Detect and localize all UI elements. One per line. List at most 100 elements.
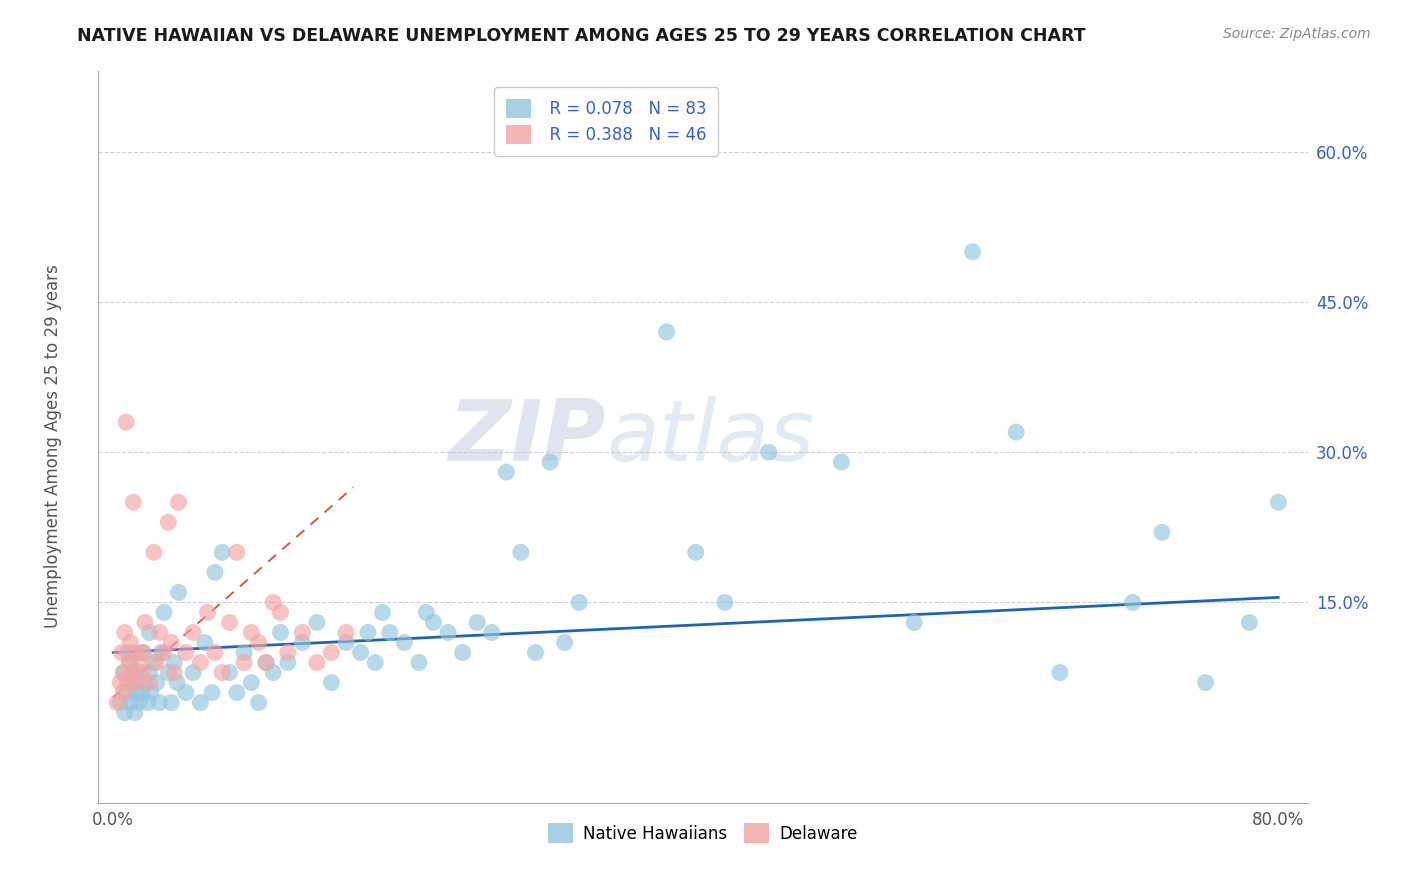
Point xyxy=(128,696,150,710)
Point xyxy=(437,625,460,640)
Point xyxy=(174,646,197,660)
Point xyxy=(163,656,186,670)
Point xyxy=(160,635,183,649)
Point xyxy=(305,615,328,630)
Point xyxy=(335,625,357,640)
Point xyxy=(524,646,547,660)
Point xyxy=(153,606,176,620)
Point xyxy=(378,625,401,640)
Point xyxy=(394,635,416,649)
Point xyxy=(125,675,148,690)
Point xyxy=(247,635,270,649)
Point xyxy=(254,656,277,670)
Point xyxy=(225,685,247,699)
Point xyxy=(655,325,678,339)
Point xyxy=(166,675,188,690)
Point xyxy=(495,465,517,479)
Point xyxy=(201,685,224,699)
Point xyxy=(125,685,148,699)
Point xyxy=(277,656,299,670)
Point xyxy=(114,706,136,720)
Point xyxy=(124,646,146,660)
Point xyxy=(134,615,156,630)
Point xyxy=(194,635,217,649)
Point xyxy=(371,606,394,620)
Point xyxy=(120,696,142,710)
Point xyxy=(167,585,190,599)
Point xyxy=(291,635,314,649)
Point xyxy=(1194,675,1216,690)
Point xyxy=(465,615,488,630)
Point xyxy=(233,656,256,670)
Point xyxy=(105,696,128,710)
Text: NATIVE HAWAIIAN VS DELAWARE UNEMPLOYMENT AMONG AGES 25 TO 29 YEARS CORRELATION C: NATIVE HAWAIIAN VS DELAWARE UNEMPLOYMENT… xyxy=(77,27,1085,45)
Point xyxy=(538,455,561,469)
Point xyxy=(118,656,141,670)
Point xyxy=(1239,615,1261,630)
Text: Unemployment Among Ages 25 to 29 years: Unemployment Among Ages 25 to 29 years xyxy=(45,264,62,628)
Point xyxy=(962,244,984,259)
Point xyxy=(350,646,373,660)
Point xyxy=(138,665,160,680)
Point xyxy=(233,646,256,660)
Point xyxy=(153,646,176,660)
Point xyxy=(136,696,159,710)
Point xyxy=(174,685,197,699)
Point xyxy=(114,665,136,680)
Point xyxy=(190,656,212,670)
Point xyxy=(190,696,212,710)
Point xyxy=(117,685,139,699)
Point xyxy=(408,656,430,670)
Point xyxy=(114,625,136,640)
Point xyxy=(568,595,591,609)
Point xyxy=(157,515,180,529)
Point xyxy=(181,665,204,680)
Point xyxy=(120,635,142,649)
Point xyxy=(612,114,634,128)
Point xyxy=(138,675,160,690)
Point xyxy=(211,665,233,680)
Point xyxy=(112,665,135,680)
Point xyxy=(110,675,132,690)
Point xyxy=(131,665,153,680)
Point xyxy=(335,635,357,649)
Point xyxy=(138,625,160,640)
Point xyxy=(197,606,219,620)
Point xyxy=(120,656,142,670)
Point xyxy=(181,625,204,640)
Point xyxy=(758,445,780,459)
Point xyxy=(204,646,226,660)
Point xyxy=(481,625,503,640)
Point xyxy=(142,656,165,670)
Point xyxy=(291,625,314,640)
Point xyxy=(262,665,284,680)
Point xyxy=(139,685,162,699)
Point xyxy=(124,665,146,680)
Point xyxy=(121,665,143,680)
Point xyxy=(422,615,444,630)
Point xyxy=(225,545,247,559)
Point xyxy=(131,646,153,660)
Point xyxy=(554,635,576,649)
Point xyxy=(124,706,146,720)
Point xyxy=(128,656,150,670)
Point xyxy=(321,675,343,690)
Point xyxy=(204,566,226,580)
Point xyxy=(218,665,240,680)
Legend: Native Hawaiians, Delaware: Native Hawaiians, Delaware xyxy=(541,817,865,849)
Point xyxy=(111,646,134,660)
Text: ZIP: ZIP xyxy=(449,395,606,479)
Point xyxy=(112,685,135,699)
Point xyxy=(122,495,145,509)
Point xyxy=(149,625,172,640)
Point xyxy=(110,696,132,710)
Point xyxy=(160,696,183,710)
Point xyxy=(131,685,153,699)
Point xyxy=(149,696,172,710)
Point xyxy=(142,545,165,559)
Point xyxy=(240,675,263,690)
Point xyxy=(1150,525,1173,540)
Text: Source: ZipAtlas.com: Source: ZipAtlas.com xyxy=(1223,27,1371,41)
Point xyxy=(240,625,263,640)
Point xyxy=(714,595,737,609)
